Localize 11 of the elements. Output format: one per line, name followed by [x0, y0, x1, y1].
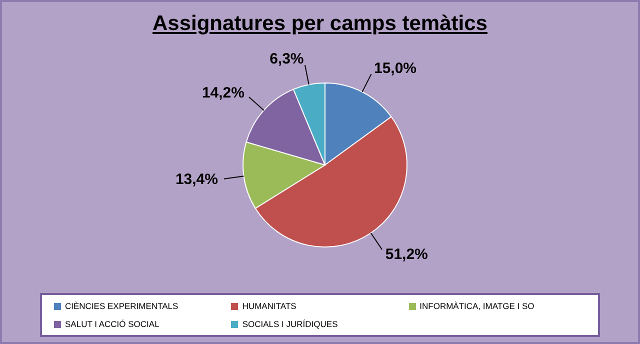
data-label: 14,2% — [202, 84, 244, 102]
legend-label: SALUT I ACCIÓ SOCIAL — [65, 319, 160, 329]
legend-label: SOCIALS I JURÍDIQUES — [242, 319, 338, 329]
data-label: 6,3% — [270, 50, 304, 68]
legend-label: CIÈNCIES EXPERIMENTALS — [65, 301, 178, 311]
data-label: 13,4% — [175, 171, 218, 188]
chart-title: Assignatures per camps temàtics — [152, 12, 488, 36]
data-label: 15,0% — [374, 60, 417, 78]
data-label: 51,2% — [385, 246, 428, 264]
legend-label: HUMANITATS — [242, 301, 296, 311]
legend-label: INFORMÀTICA, IMATGE I SO — [420, 301, 534, 311]
